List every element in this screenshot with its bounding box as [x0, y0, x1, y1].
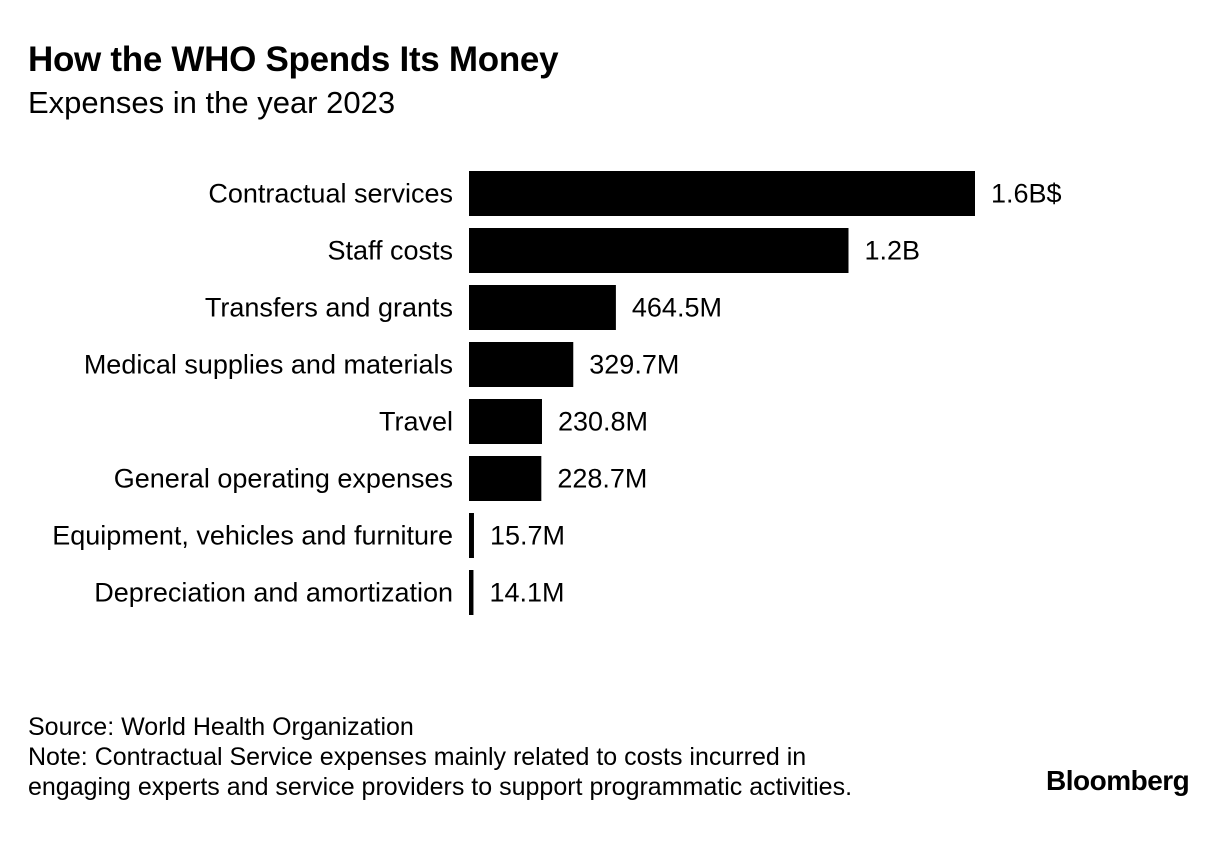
- bar: [469, 342, 574, 387]
- data-label: 228.7M: [557, 464, 647, 494]
- chart-title: How the WHO Spends Its Money: [28, 40, 559, 79]
- data-label: 15.7M: [490, 521, 565, 551]
- category-label: Staff costs: [327, 236, 453, 266]
- bar: [469, 513, 474, 558]
- chart-footer: Source: World Health Organization Note: …: [28, 712, 852, 802]
- category-label: Equipment, vehicles and furniture: [52, 521, 453, 551]
- note-line-2: engaging experts and service providers t…: [28, 773, 853, 801]
- data-label: 1.6B$: [991, 179, 1062, 209]
- data-label: 14.1M: [489, 578, 564, 608]
- bar: [469, 570, 474, 615]
- category-label: Medical supplies and materials: [84, 350, 453, 380]
- data-label: 230.8M: [558, 407, 648, 437]
- data-label: 1.2B: [865, 236, 921, 266]
- source-note: Source: World Health Organization: [28, 713, 414, 741]
- bar: [469, 171, 975, 216]
- bar: [469, 285, 616, 330]
- bloomberg-logo: Bloomberg: [1046, 765, 1190, 796]
- data-label: 464.5M: [632, 293, 722, 323]
- category-label: General operating expenses: [114, 464, 453, 494]
- data-label: 329.7M: [589, 350, 679, 380]
- category-label: Travel: [379, 407, 453, 437]
- bar: [469, 228, 849, 273]
- note-line-1: Note: Contractual Service expenses mainl…: [28, 743, 807, 771]
- category-label: Depreciation and amortization: [94, 578, 453, 608]
- category-label: Transfers and grants: [205, 293, 453, 323]
- bar: [469, 456, 542, 501]
- category-label: Contractual services: [208, 179, 453, 209]
- chart-subtitle: Expenses in the year 2023: [28, 85, 396, 120]
- bar: [469, 399, 542, 444]
